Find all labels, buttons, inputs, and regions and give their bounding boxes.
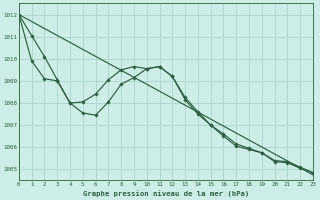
X-axis label: Graphe pression niveau de la mer (hPa): Graphe pression niveau de la mer (hPa): [83, 190, 249, 197]
